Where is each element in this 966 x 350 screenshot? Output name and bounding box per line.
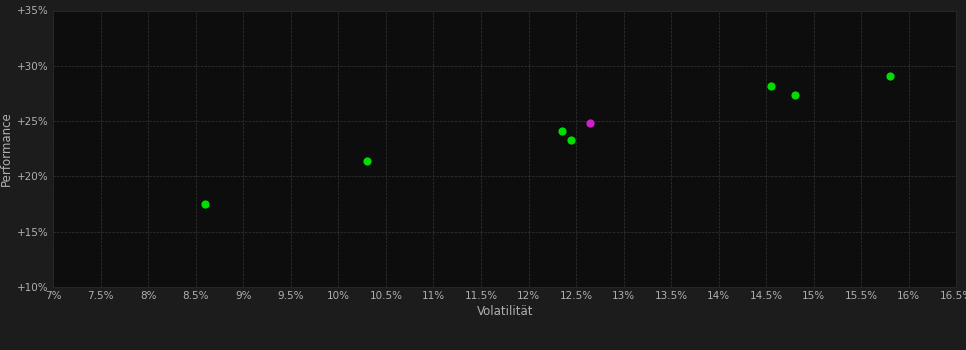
Point <box>563 137 579 143</box>
Point <box>359 158 375 164</box>
Point <box>787 92 803 97</box>
Y-axis label: Performance: Performance <box>0 111 14 186</box>
X-axis label: Volatilität: Volatilität <box>476 305 533 318</box>
Point <box>554 128 570 134</box>
Point <box>582 120 598 126</box>
Point <box>763 83 779 89</box>
Point <box>197 201 213 207</box>
Point <box>882 73 897 78</box>
